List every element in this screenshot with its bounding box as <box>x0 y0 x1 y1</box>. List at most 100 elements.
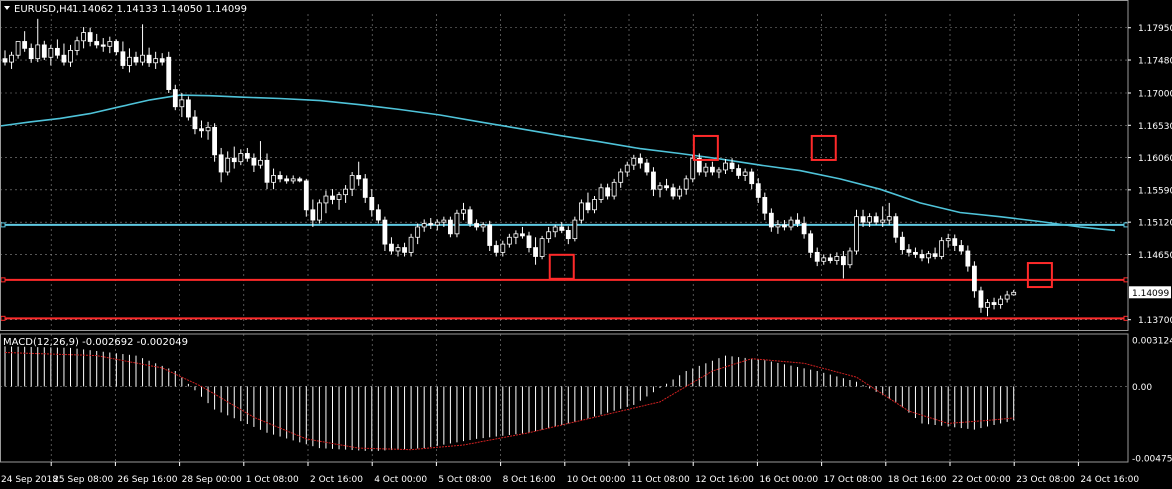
candle <box>952 234 958 251</box>
moving-average-line <box>0 94 1116 232</box>
candle <box>533 237 538 265</box>
level-handle-right-1 <box>1123 222 1129 228</box>
candle <box>290 175 296 184</box>
candle <box>389 237 394 255</box>
candle <box>172 84 178 111</box>
candle-body-bear <box>893 216 899 238</box>
candle <box>965 245 971 272</box>
candle-body-bear <box>166 56 172 90</box>
candle <box>1011 289 1017 296</box>
candle-body-bear <box>565 229 571 240</box>
symbol-label: EURUSD,H4 <box>14 4 73 15</box>
marker-box-2 <box>692 134 719 161</box>
candle <box>611 178 617 200</box>
candle <box>998 295 1003 309</box>
candle <box>860 209 866 227</box>
candle-body-bull <box>939 240 945 257</box>
candle-body-bear <box>972 265 977 292</box>
candle-body-bear <box>192 116 198 130</box>
candle <box>421 219 427 232</box>
candle <box>539 235 545 260</box>
candle-body-bull <box>618 171 624 183</box>
candle <box>945 233 951 248</box>
candle <box>834 252 840 265</box>
candle <box>939 237 945 260</box>
candle-body-bear <box>172 89 178 108</box>
candle-body-bull <box>998 298 1003 305</box>
time-tick-label: 17 Oct 08:00 <box>824 475 883 485</box>
candle <box>316 199 322 224</box>
candle-body-bear <box>277 175 283 180</box>
candle <box>880 206 886 227</box>
horizontal-levels[interactable] <box>0 222 1129 321</box>
candle <box>637 153 643 169</box>
candle <box>375 204 381 224</box>
candle <box>854 209 859 255</box>
candle-body-bull <box>657 185 663 190</box>
candle <box>127 48 132 73</box>
candle <box>906 244 912 257</box>
candle-body-bear <box>362 178 368 198</box>
candle <box>513 230 519 245</box>
candle-body-bear <box>284 178 290 182</box>
candle-body-bull <box>834 256 840 262</box>
candle-body-bear <box>795 219 800 224</box>
candle-body-bull <box>854 216 859 252</box>
candle-body-bull <box>441 219 447 223</box>
candle <box>212 123 218 162</box>
marker-box-1 <box>548 253 575 280</box>
candle <box>231 146 237 169</box>
candle <box>899 231 905 255</box>
candle-body-bull <box>592 199 597 211</box>
candle <box>579 199 584 224</box>
candle-body-bear <box>199 128 204 132</box>
marker-boxes[interactable] <box>548 134 1053 289</box>
candle-body-bear <box>841 256 846 266</box>
candle-body-bull <box>415 226 421 238</box>
candle <box>598 183 604 203</box>
candle-body-bull <box>179 99 185 108</box>
time-tick-label: 22 Oct 00:00 <box>952 475 1011 485</box>
candle-body-bear <box>520 233 525 237</box>
candle <box>821 254 827 265</box>
candle <box>768 208 774 232</box>
candle <box>225 151 231 176</box>
candle <box>68 44 73 67</box>
collapse-triangle-icon[interactable] <box>4 6 10 10</box>
candle <box>480 222 486 232</box>
candle <box>677 185 683 200</box>
candle <box>395 244 401 257</box>
candle <box>81 27 86 49</box>
macd-panel-border <box>0 333 1129 463</box>
candle-body-bear <box>303 180 309 211</box>
candle-body-bear <box>218 154 224 173</box>
candle-body-bull <box>336 194 342 200</box>
candle <box>159 53 165 66</box>
candle <box>330 189 335 205</box>
candle <box>972 261 977 298</box>
candle <box>94 33 100 49</box>
candle <box>447 216 453 238</box>
candle-body-bear <box>919 254 925 259</box>
level-handle-right-3 <box>1123 315 1129 321</box>
candle-body-bear <box>965 250 971 267</box>
candle <box>572 216 578 242</box>
candle-body-bull <box>258 159 263 166</box>
candle <box>559 222 565 234</box>
time-tick-label: 25 Sep 08:00 <box>53 475 113 485</box>
candle <box>297 176 303 183</box>
candle-body-bear <box>297 178 303 182</box>
candle-body-bear <box>637 157 643 164</box>
level-handle-left-2 <box>0 277 6 283</box>
candle <box>631 154 637 170</box>
candle <box>343 185 349 203</box>
candle <box>1004 290 1010 303</box>
candle <box>415 223 421 245</box>
candle-body-bull <box>945 238 951 242</box>
candle-body-bear <box>958 245 964 252</box>
candle-body-bull <box>238 153 244 163</box>
candle <box>605 183 610 200</box>
candle-body-bull <box>9 54 14 63</box>
candle <box>552 224 558 238</box>
